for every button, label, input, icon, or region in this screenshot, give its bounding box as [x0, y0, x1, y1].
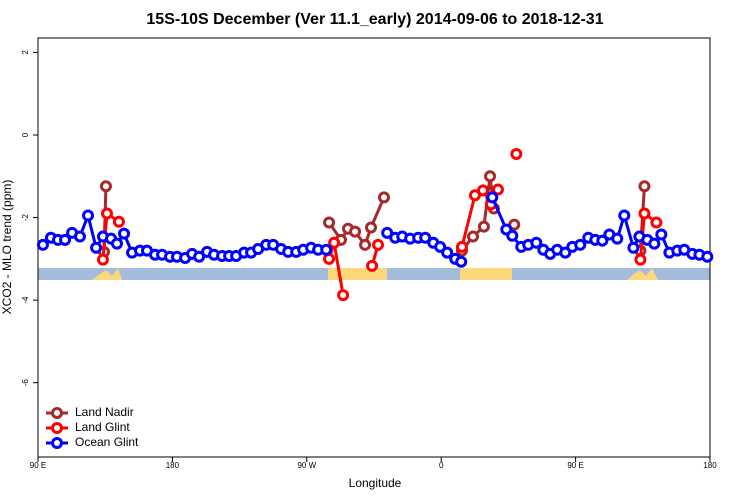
- legend-label: Land Nadir: [75, 405, 134, 419]
- land-band: [328, 268, 387, 280]
- land-band: [460, 268, 512, 280]
- data-point: [90, 241, 103, 254]
- data-point: [627, 241, 640, 254]
- data-point: [477, 220, 490, 233]
- legend-label: Land Glint: [75, 420, 130, 434]
- data-point: [638, 180, 651, 193]
- data-point: [36, 238, 49, 251]
- y-tick-label: -4: [21, 296, 30, 304]
- series: [36, 191, 714, 268]
- x-axis-label: Longitude: [349, 476, 402, 490]
- data-point: [655, 228, 668, 241]
- land-band: [92, 268, 122, 280]
- data-point: [455, 255, 468, 268]
- data-point: [508, 218, 521, 231]
- data-point: [486, 191, 499, 204]
- data-point: [441, 246, 454, 259]
- x-tick-label: 90 W: [297, 461, 316, 470]
- data-point: [510, 147, 523, 160]
- data-point: [328, 236, 341, 249]
- data-point: [365, 221, 378, 234]
- data-point: [366, 259, 379, 272]
- x-tick-label: 180: [166, 461, 180, 470]
- data-point: [468, 189, 481, 202]
- data-point: [574, 238, 587, 251]
- data-point: [378, 191, 391, 204]
- data-point: [381, 226, 394, 239]
- data-point: [484, 170, 497, 183]
- series: [96, 147, 663, 302]
- data-point: [193, 250, 206, 263]
- data-point: [372, 238, 385, 251]
- x-tick-label: 90 E: [30, 461, 46, 470]
- y-tick-label: -2: [21, 213, 30, 221]
- data-point: [349, 225, 362, 238]
- y-axis-label: XCO2 - MLO trend (ppm): [0, 180, 14, 315]
- data-point: [73, 230, 86, 243]
- data-point: [638, 207, 651, 220]
- data-point: [320, 243, 333, 256]
- legend-marker: [51, 422, 63, 434]
- data-point: [419, 231, 432, 244]
- land-band: [627, 268, 658, 280]
- data-point: [648, 237, 661, 250]
- data-point: [506, 229, 519, 242]
- data-point: [701, 250, 714, 263]
- x-tick-label: 180: [703, 461, 717, 470]
- data-point: [96, 253, 109, 266]
- data-point: [100, 207, 113, 220]
- data-point: [118, 227, 131, 240]
- data-point: [467, 230, 480, 243]
- y-tick-label: -6: [21, 379, 30, 387]
- data-point: [455, 240, 468, 253]
- data-point: [82, 209, 95, 222]
- data-point: [477, 184, 490, 197]
- data-point: [59, 233, 72, 246]
- data-point: [618, 209, 631, 222]
- y-tick-label: 0: [21, 132, 30, 137]
- data-point: [611, 232, 624, 245]
- y-tick-label: 2: [21, 50, 30, 55]
- data-point: [359, 238, 372, 251]
- data-point: [99, 180, 112, 193]
- chart-title: 15S-10S December (Ver 11.1_early) 2014-0…: [146, 11, 603, 28]
- data-point: [491, 183, 504, 196]
- data-point: [337, 289, 350, 302]
- legend-label: Ocean Glint: [75, 435, 139, 449]
- data-point: [596, 234, 609, 247]
- legend-marker: [51, 437, 63, 449]
- data-point: [110, 237, 123, 250]
- data-point: [530, 236, 543, 249]
- x-tick-label: 0: [439, 461, 444, 470]
- data-point: [323, 216, 336, 229]
- data-point: [634, 253, 647, 266]
- x-tick-label: 90 E: [567, 461, 583, 470]
- data-point: [650, 216, 663, 229]
- legend-marker: [51, 407, 63, 419]
- data-point: [112, 215, 125, 228]
